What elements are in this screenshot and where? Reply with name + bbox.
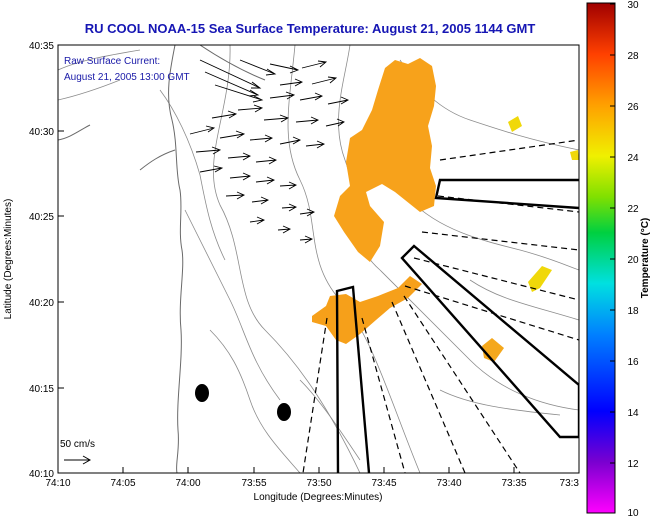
x-tick-label: 73:3 xyxy=(560,478,580,489)
y-tick-label: 40:15 xyxy=(29,384,54,395)
colorbar-tick-label: 20 xyxy=(627,255,639,266)
y-tick-label: 40:30 xyxy=(29,127,54,138)
y-axis-label: Latitude (Degrees:Minutes) xyxy=(3,199,14,320)
buoy-marker-2 xyxy=(277,403,291,421)
sst-patch-yellow-3 xyxy=(570,150,579,160)
y-tick-label: 40:35 xyxy=(29,41,54,52)
y-tick-label: 40:25 xyxy=(29,212,54,223)
sst-patch-south xyxy=(312,276,422,344)
colorbar-tick-label: 18 xyxy=(627,306,639,317)
x-axis: 74:10 74:05 74:00 73:55 73:50 73:45 73:4… xyxy=(45,467,579,489)
colorbar-label: Temperature (°C) xyxy=(640,218,651,299)
beam-outlines xyxy=(335,178,579,473)
colorbar-tick-label: 28 xyxy=(627,51,639,62)
x-tick-label: 73:55 xyxy=(241,478,266,489)
coastline xyxy=(58,45,266,473)
y-axis: 40:35 40:30 40:25 40:20 40:15 40:10 xyxy=(29,41,64,480)
colorbar-ticks: 30 28 26 24 22 20 18 16 14 12 10 xyxy=(610,0,639,518)
x-tick-label: 73:35 xyxy=(501,478,526,489)
colorbar-tick-label: 14 xyxy=(627,408,639,419)
colorbar-tick-label: 16 xyxy=(627,357,639,368)
colorbar-tick-label: 26 xyxy=(627,102,639,113)
colorbar-tick-label: 30 xyxy=(627,0,639,11)
x-tick-label: 73:40 xyxy=(436,478,461,489)
scale-vector-arrow xyxy=(64,455,92,465)
colorbar-tick-label: 22 xyxy=(627,204,639,215)
colorbar-tick-label: 24 xyxy=(627,153,639,164)
x-tick-label: 74:05 xyxy=(110,478,135,489)
scale-label: 50 cm/s xyxy=(60,439,95,450)
legend-line-1: Raw Surface Current: xyxy=(64,56,160,67)
x-tick-label: 74:00 xyxy=(175,478,200,489)
y-tick-label: 40:20 xyxy=(29,298,54,309)
x-tick-label: 73:45 xyxy=(371,478,396,489)
x-tick-label: 74:10 xyxy=(45,478,70,489)
buoy-marker-1 xyxy=(195,384,209,402)
legend-line-2: August 21, 2005 13:00 GMT xyxy=(64,72,190,83)
map-title: RU COOL NOAA-15 Sea Surface Temperature:… xyxy=(84,21,536,36)
sst-patch-north xyxy=(334,58,436,262)
colorbar xyxy=(586,2,616,514)
colorbar-tick-label: 10 xyxy=(627,508,639,518)
x-tick-label: 73:50 xyxy=(306,478,331,489)
sst-patch-yellow-2 xyxy=(528,266,552,292)
map-features xyxy=(58,45,579,473)
colorbar-tick-label: 12 xyxy=(627,459,639,470)
current-vectors xyxy=(189,59,350,244)
y-tick-label: 40:10 xyxy=(29,469,54,480)
x-axis-label: Longitude (Degrees:Minutes) xyxy=(254,492,383,503)
sst-patch-yellow-1 xyxy=(508,116,522,132)
